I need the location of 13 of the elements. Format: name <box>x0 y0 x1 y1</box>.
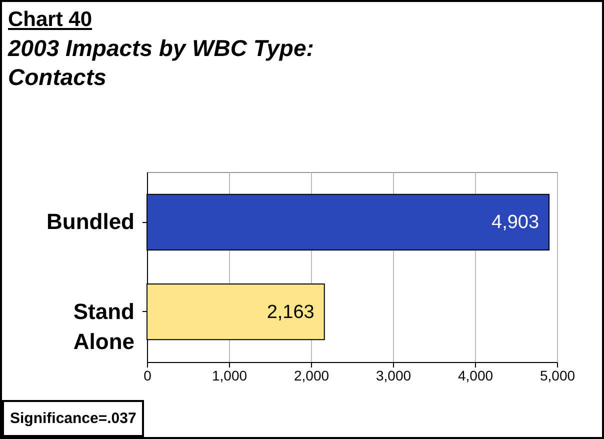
x-tick-label: 4,000 <box>458 368 494 384</box>
y-tick-label: Stand Alone <box>73 298 134 354</box>
x-tick-label: 3,000 <box>376 368 412 384</box>
chart-title: Chart 40 <box>8 8 92 32</box>
text: Significance=.037 <box>2 400 144 437</box>
chart-subtitle: 2003 Impacts by WBC Type: Contacts <box>8 34 315 92</box>
x-tick-label: 1,000 <box>212 368 248 384</box>
data-label: 4,903 <box>492 212 540 234</box>
x-tick-label: 5,000 <box>540 368 576 384</box>
y-tick-label: Bundled <box>46 209 134 234</box>
x-tick-label: 0 <box>144 368 152 384</box>
data-label: 2,163 <box>266 302 314 323</box>
x-tick-label: 2,000 <box>294 368 330 384</box>
